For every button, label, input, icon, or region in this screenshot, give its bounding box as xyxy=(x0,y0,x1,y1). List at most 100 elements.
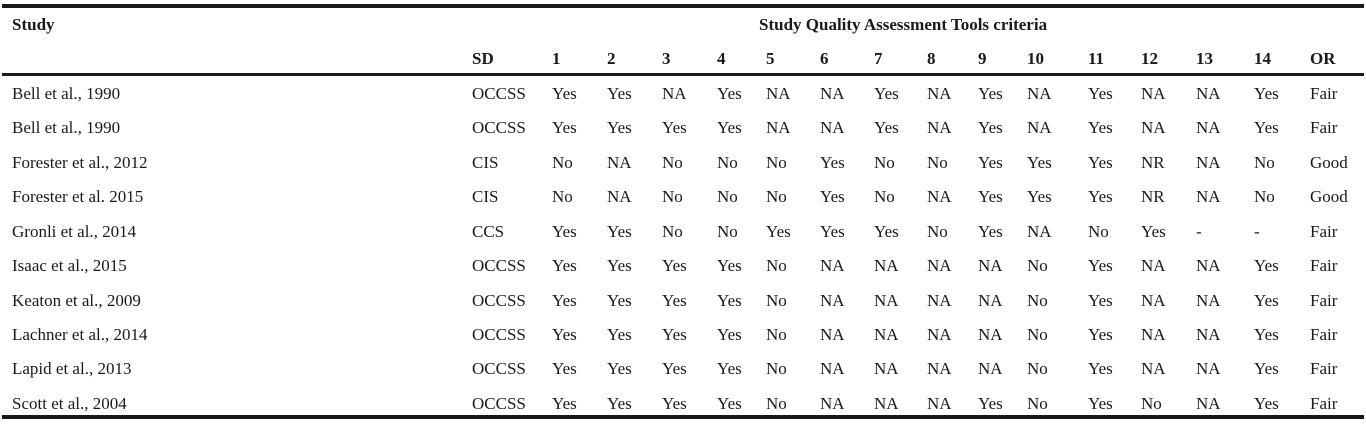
rating-cell: Good xyxy=(1310,153,1348,172)
column-header: OR xyxy=(1310,49,1336,68)
criterion-cell: NA xyxy=(927,187,952,206)
table-bottom-rule xyxy=(2,415,1364,419)
criterion-cell: Yes xyxy=(766,222,791,241)
rating-cell: Fair xyxy=(1310,394,1338,413)
criterion-cell: Yes xyxy=(607,325,632,344)
criterion-cell: Yes xyxy=(552,222,577,241)
criterion-cell: NA xyxy=(1196,359,1221,378)
study-cell: Lapid et al., 2013 xyxy=(12,359,132,378)
criterion-cell: NA xyxy=(874,325,899,344)
criterion-cell: No xyxy=(717,153,738,172)
criterion-cell: NA xyxy=(820,394,845,413)
criterion-cell: NA xyxy=(927,118,952,137)
criterion-cell: No xyxy=(1254,187,1275,206)
criterion-cell: No xyxy=(1088,222,1109,241)
criterion-cell: Yes xyxy=(552,325,577,344)
criterion-cell: Yes xyxy=(552,256,577,275)
criterion-cell: No xyxy=(927,153,948,172)
criterion-cell: No xyxy=(1027,325,1048,344)
criterion-cell: No xyxy=(1027,359,1048,378)
criterion-cell: Yes xyxy=(662,291,687,310)
rating-cell: Fair xyxy=(1310,291,1338,310)
criterion-cell: NA xyxy=(1196,291,1221,310)
criterion-cell: No xyxy=(662,187,683,206)
criterion-cell: NA xyxy=(1141,84,1166,103)
criterion-cell: NA xyxy=(1141,118,1166,137)
criterion-cell: NA xyxy=(978,256,1003,275)
criterion-cell: NA xyxy=(978,291,1003,310)
criterion-cell: No xyxy=(717,222,738,241)
criterion-cell: NA xyxy=(927,291,952,310)
criterion-cell: NA xyxy=(1196,84,1221,103)
criterion-cell: Yes xyxy=(978,118,1003,137)
criterion-cell: Yes xyxy=(820,222,845,241)
criterion-cell: NA xyxy=(766,118,791,137)
design-cell: OCCSS xyxy=(472,359,526,378)
criterion-cell: Yes xyxy=(662,359,687,378)
criterion-cell: NA xyxy=(1027,84,1052,103)
criterion-cell: No xyxy=(1141,394,1162,413)
column-header: 4 xyxy=(717,49,726,68)
criterion-cell: No xyxy=(874,187,895,206)
rating-cell: Fair xyxy=(1310,222,1338,241)
column-header: 9 xyxy=(978,49,987,68)
criterion-cell: NA xyxy=(978,325,1003,344)
design-cell: OCCSS xyxy=(472,118,526,137)
criterion-cell: NA xyxy=(874,291,899,310)
table-header-rule xyxy=(2,73,1364,76)
criterion-cell: NR xyxy=(1141,187,1165,206)
rating-cell: Fair xyxy=(1310,256,1338,275)
column-header: 3 xyxy=(662,49,671,68)
criterion-cell: No xyxy=(1027,394,1048,413)
criterion-cell: NR xyxy=(1141,153,1165,172)
criterion-cell: NA xyxy=(607,153,632,172)
column-header: 12 xyxy=(1141,49,1158,68)
criterion-cell: Yes xyxy=(552,291,577,310)
criterion-cell: Yes xyxy=(607,256,632,275)
criterion-cell: No xyxy=(927,222,948,241)
criterion-cell: NA xyxy=(1196,256,1221,275)
criterion-cell: Yes xyxy=(1088,187,1113,206)
design-cell: OCCSS xyxy=(472,291,526,310)
study-cell: Gronli et al., 2014 xyxy=(12,222,137,241)
criterion-cell: No xyxy=(766,394,787,413)
design-cell: CIS xyxy=(472,187,499,206)
criterion-cell: NA xyxy=(927,256,952,275)
criterion-cell: NA xyxy=(1196,325,1221,344)
criterion-cell: Yes xyxy=(607,84,632,103)
criterion-cell: Yes xyxy=(717,118,742,137)
criterion-cell: NA xyxy=(927,359,952,378)
criterion-cell: NA xyxy=(978,359,1003,378)
criterion-cell: Yes xyxy=(874,222,899,241)
criterion-cell: Yes xyxy=(662,256,687,275)
table-top-rule xyxy=(2,4,1364,8)
column-header: 1 xyxy=(552,49,561,68)
criterion-cell: NA xyxy=(1027,118,1052,137)
criterion-cell: Yes xyxy=(1254,291,1279,310)
criterion-cell: Yes xyxy=(717,84,742,103)
criterion-cell: NA xyxy=(927,325,952,344)
criterion-cell: No xyxy=(766,187,787,206)
column-header: 11 xyxy=(1088,49,1105,68)
criterion-cell: Yes xyxy=(874,118,899,137)
criterion-cell: Yes xyxy=(607,291,632,310)
design-cell: CIS xyxy=(472,153,499,172)
criterion-cell: Yes xyxy=(1088,256,1113,275)
criterion-cell: Yes xyxy=(1254,325,1279,344)
criterion-cell: Yes xyxy=(552,394,577,413)
criterion-cell: Yes xyxy=(662,394,687,413)
criterion-cell: Yes xyxy=(717,291,742,310)
design-cell: OCCSS xyxy=(472,325,526,344)
criterion-cell: Yes xyxy=(1088,325,1113,344)
criterion-cell: Yes xyxy=(717,256,742,275)
rating-cell: Good xyxy=(1310,187,1348,206)
column-header: 13 xyxy=(1196,49,1213,68)
criterion-cell: NA xyxy=(820,291,845,310)
criterion-cell: Yes xyxy=(1088,359,1113,378)
design-cell: OCCSS xyxy=(472,394,526,413)
criterion-cell: No xyxy=(662,222,683,241)
criterion-cell: NA xyxy=(766,84,791,103)
criterion-cell: NA xyxy=(820,325,845,344)
criterion-cell: No xyxy=(766,256,787,275)
